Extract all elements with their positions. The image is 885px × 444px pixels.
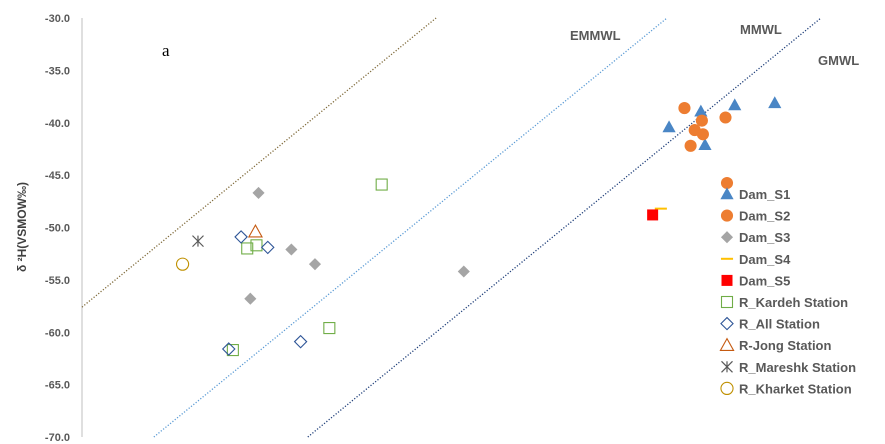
y-tick-label: -30.0 — [45, 13, 70, 25]
legend-item: R_Kardeh Station — [739, 295, 848, 310]
y-tick-label: -60.0 — [45, 327, 70, 339]
panel-label: a — [162, 41, 170, 60]
legend: Dam_S1 Dam_S2 Dam_S3 Dam_S4 Dam_S5 R_Kardeh S… — [719, 176, 856, 396]
data-point — [293, 334, 308, 349]
y-tick-label: -65.0 — [45, 380, 70, 392]
legend-item: R_Kharket Station — [739, 381, 852, 396]
data-point — [678, 102, 691, 115]
data-point — [221, 342, 236, 356]
regression-line — [81, 17, 437, 308]
legend-item: Dam_S2 — [739, 209, 790, 224]
y-axis-title: δ ²H(VSMOW‰) — [15, 182, 29, 272]
legend-marker — [720, 176, 734, 190]
y-tick-label: -45.0 — [45, 170, 70, 182]
legend-marker — [720, 295, 734, 309]
data-point — [684, 139, 697, 152]
data-point — [698, 138, 712, 151]
data-point — [768, 96, 782, 109]
line-label: GMWL — [818, 53, 859, 68]
line-label: MMWL — [740, 22, 782, 37]
data-point — [252, 186, 265, 199]
data-point — [234, 230, 248, 244]
data-point — [247, 223, 263, 238]
legend-item: Dam_S4 — [739, 252, 791, 267]
data-point — [323, 322, 336, 335]
legend-marker — [721, 360, 733, 373]
data-point — [457, 265, 470, 278]
line-label: EMMWL — [570, 28, 621, 43]
data-point — [285, 243, 298, 256]
y-tick-label: -35.0 — [45, 65, 70, 77]
legend-marker — [721, 274, 733, 286]
legend-marker — [719, 337, 735, 352]
legend-marker — [720, 381, 734, 396]
y-tick-labels: -30.0 -35.0 -40.0 -45.0 -50.0 -55.0 -60.0 -65.0… — [45, 13, 70, 444]
data-point — [250, 239, 263, 252]
legend-marker — [720, 231, 734, 244]
legend-item: Dam_S5 — [739, 273, 790, 288]
legend-marker — [720, 187, 734, 200]
y-tick-label: -40.0 — [45, 118, 70, 130]
data-point — [244, 292, 257, 305]
data-points — [175, 96, 782, 357]
y-tick-label: -70.0 — [45, 432, 70, 444]
regression-line — [307, 17, 822, 438]
legend-marker — [720, 316, 734, 331]
legend-item: R-Jong Station — [739, 338, 831, 353]
legend-item: R_Mareshk Station — [739, 360, 856, 375]
data-point — [647, 209, 659, 221]
y-tick-label: -50.0 — [45, 223, 70, 235]
data-point — [260, 240, 275, 255]
data-point — [728, 98, 742, 111]
data-point — [241, 242, 254, 255]
data-point — [694, 104, 708, 117]
y-tick-label: -55.0 — [45, 275, 70, 287]
data-point — [308, 258, 322, 271]
data-point — [695, 114, 708, 127]
legend-item: Dam_S1 — [739, 187, 790, 202]
legend-item: R_All Station — [739, 317, 820, 332]
data-point — [662, 120, 676, 133]
legend-marker — [720, 209, 734, 222]
data-point — [226, 344, 239, 357]
data-point — [192, 235, 204, 248]
regression-line — [153, 17, 668, 438]
legend-item: Dam_S3 — [739, 230, 790, 245]
data-point — [696, 128, 709, 141]
data-point — [375, 178, 388, 191]
data-point — [719, 111, 732, 124]
meteoric-water-lines: EMMWL MMWL GMWL — [81, 17, 859, 438]
data-point — [175, 257, 190, 271]
